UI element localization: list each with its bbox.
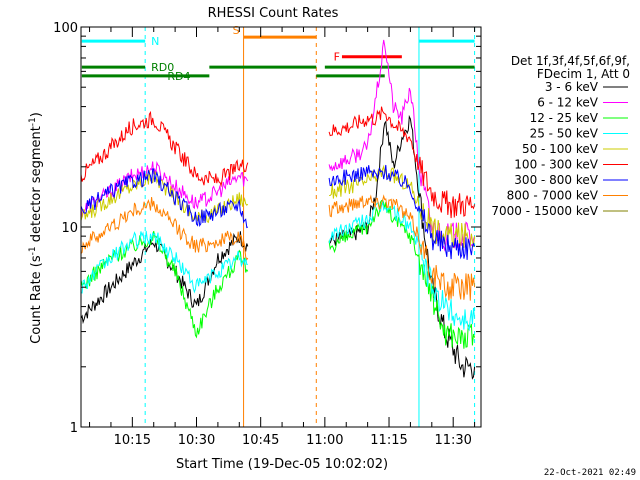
y-axis-label-mid: detector segment: [29, 126, 44, 246]
x-tick-label-4: 11:15: [370, 433, 407, 448]
x-tick-label-2: 10:45: [242, 433, 279, 448]
axes: 1 10 100 10:15 10:30 10:45 11:00 11:15 11:30: [53, 21, 482, 448]
legend-entry-7: 800 - 7000 keV: [507, 189, 599, 203]
series-line-7-0: [80, 196, 249, 261]
legend: Det 1f,3f,4f,5f,6f,9f,FDecim 1, Att 03 -…: [491, 54, 630, 218]
series-line-3-1: [328, 201, 476, 332]
series-line-7-1: [328, 194, 476, 301]
y-axis-label-end: ): [29, 112, 44, 117]
legend-header-1: FDecim 1, Att 0: [537, 67, 630, 81]
x-tick-label-5: 11:30: [434, 433, 471, 448]
legend-entry-2: 12 - 25 keV: [530, 111, 599, 125]
series-line-1-1: [328, 39, 476, 252]
series-line-5-1: [328, 106, 476, 219]
y-tick-label-0: 1: [70, 421, 78, 436]
legend-entry-3: 25 - 50 keV: [530, 127, 599, 141]
x-tick-label-1: 10:30: [178, 433, 215, 448]
y-axis-label-sup1: -1: [28, 246, 38, 255]
series-line-1-0: [80, 160, 249, 218]
flag-label-5: RD4: [167, 70, 190, 83]
flag-label-2: S: [233, 24, 240, 37]
legend-entry-6: 300 - 800 keV: [514, 173, 598, 187]
legend-entry-4: 50 - 100 keV: [522, 142, 599, 156]
x-tick-label-0: 10:15: [114, 433, 151, 448]
legend-entry-1: 6 - 12 keV: [537, 96, 599, 110]
flag-label-4: RD0: [151, 61, 174, 74]
chart-title: RHESSI Count Rates: [208, 6, 339, 21]
series-lines: [80, 39, 476, 380]
series-line-2-0: [80, 230, 249, 339]
series-line-6-1: [328, 164, 476, 260]
flag-label-3: F: [334, 51, 340, 64]
y-tick-label-2: 100: [53, 21, 78, 36]
y-axis-label: Count Rate (s-1 detector segment-1): [28, 112, 44, 344]
timestamp: 22-Oct-2021 02:49: [544, 468, 636, 478]
series-line-2-1: [328, 199, 476, 349]
y-axis-label-main: Count Rate (s: [29, 255, 44, 344]
series-line-6-0: [80, 168, 249, 229]
y-axis-label-sup2: -1: [28, 117, 38, 126]
series-line-4-1: [329, 164, 476, 249]
legend-header-0: Det 1f,3f,4f,5f,6f,9f,: [511, 54, 630, 68]
series-line-3-0: [80, 230, 248, 294]
legend-entry-0: 3 - 6 keV: [545, 80, 599, 94]
flag-label-0: N: [151, 35, 159, 48]
x-axis-label: Start Time (19-Dec-05 10:02:02): [176, 457, 388, 472]
plot-frame: [80, 26, 482, 428]
legend-entry-5: 100 - 300 keV: [514, 158, 598, 172]
series-line-5-0: [80, 110, 249, 188]
y-tick-label-1: 10: [61, 221, 78, 236]
legend-entry-8: 7000 - 15000 keV: [491, 204, 598, 218]
x-tick-label-3: 11:00: [306, 433, 343, 448]
